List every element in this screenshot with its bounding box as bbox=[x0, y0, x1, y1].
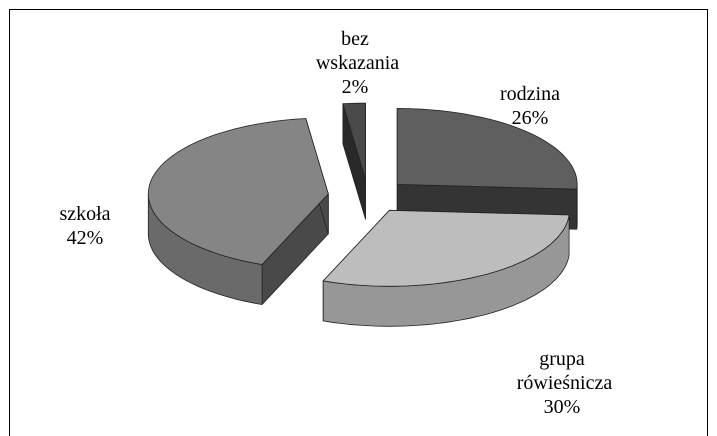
slice-top bbox=[322, 209, 570, 287]
slice-value-label: 26% bbox=[512, 107, 549, 129]
slice-label: grupa rówieśnicza bbox=[512, 348, 613, 394]
slice-value-label: 2% bbox=[342, 76, 369, 98]
pie-slice bbox=[342, 102, 366, 220]
slice-top bbox=[147, 118, 329, 265]
slice-label: bez wskazania bbox=[311, 28, 399, 74]
slice-value-label: 30% bbox=[544, 396, 581, 418]
slice-value-label: 42% bbox=[67, 227, 104, 249]
pie-slice bbox=[147, 118, 329, 305]
slice-label: rodzina bbox=[500, 83, 560, 105]
slice-top bbox=[396, 108, 578, 190]
slice-top bbox=[342, 102, 366, 180]
chart-frame bbox=[9, 9, 708, 436]
pie-slice bbox=[322, 209, 570, 327]
slice-label: szkoła bbox=[59, 203, 110, 225]
